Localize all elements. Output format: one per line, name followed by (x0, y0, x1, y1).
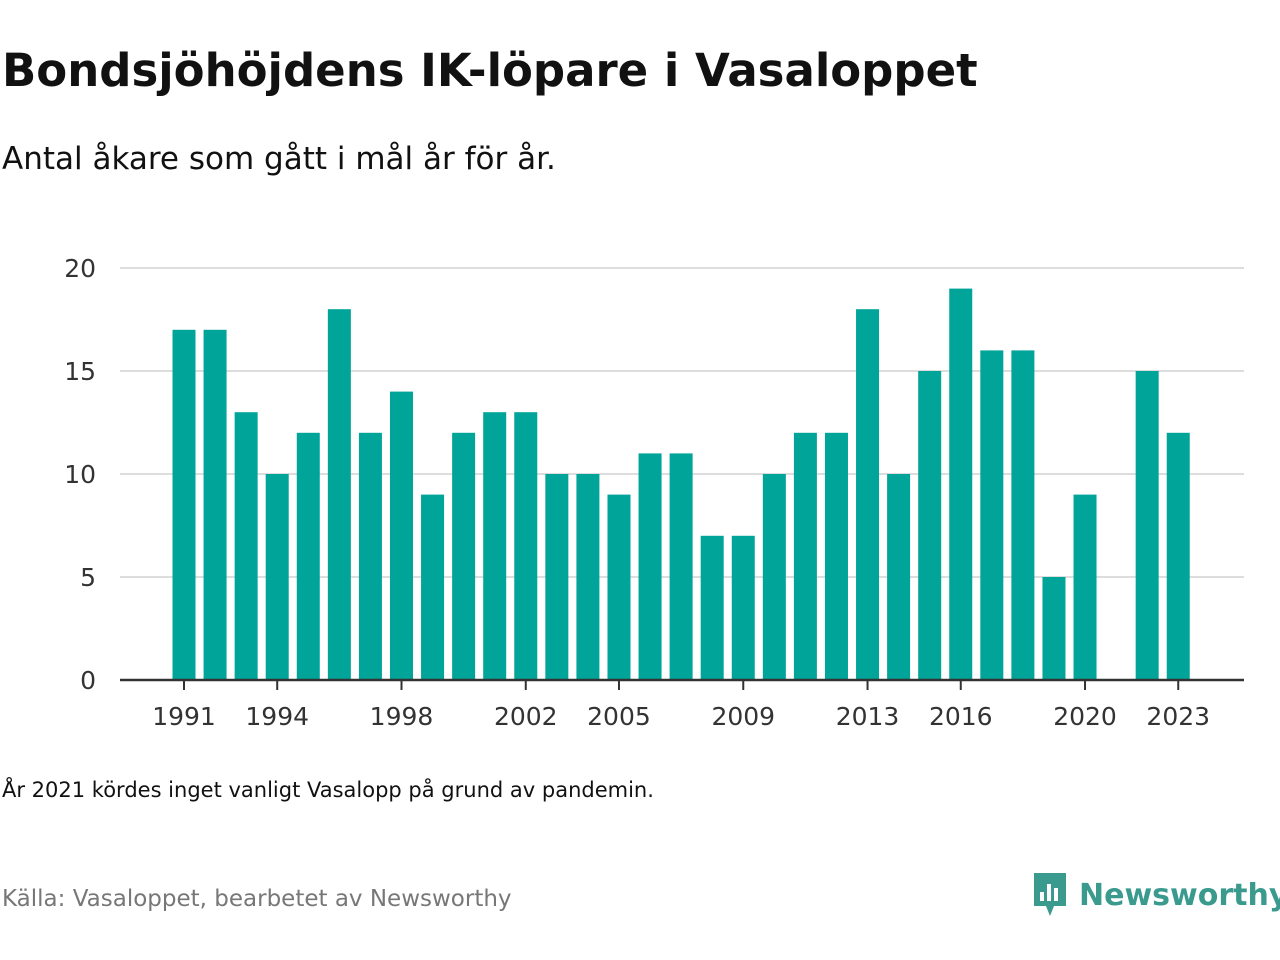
bar (265, 474, 289, 680)
x-tick-label: 2013 (836, 702, 900, 731)
axes: 0 5 10 15 20 1991 1994 1998 2002 2005 2009 2013 2016… (64, 254, 1244, 731)
brand-name: Newsworthy (1079, 877, 1280, 913)
y-tick-label: 5 (80, 563, 96, 592)
bar (1073, 494, 1097, 680)
bar (514, 412, 538, 680)
chart-subtitle: Antal åkare som gått i mål år för år. (2, 141, 556, 177)
bar (483, 412, 507, 680)
bar-chart: 0 5 10 15 20 1991 1994 1998 2002 2005 2009 2013 2016… (64, 254, 1244, 731)
bar (234, 412, 258, 680)
source-credit: Källa: Vasaloppet, bearbetet av Newswort… (2, 886, 512, 912)
bar (203, 329, 227, 680)
x-tick-label: 2020 (1053, 702, 1117, 731)
bar (980, 350, 1004, 680)
y-tick-label: 15 (64, 357, 96, 386)
bar (856, 309, 880, 680)
bar (1135, 371, 1159, 680)
bar (576, 474, 600, 680)
bar (669, 453, 693, 680)
bar (296, 432, 320, 680)
bar (607, 494, 631, 680)
bar (421, 494, 445, 680)
bar (389, 391, 413, 680)
y-tick-label: 0 (80, 666, 96, 695)
bar (731, 535, 755, 680)
y-tick-label: 20 (64, 254, 96, 283)
x-tick-label: 2002 (494, 702, 558, 731)
bar (762, 474, 786, 680)
x-tick-label: 2016 (929, 702, 993, 731)
x-tick-label: 1991 (152, 702, 216, 731)
bar (824, 432, 848, 680)
x-tick-label: 2009 (711, 702, 775, 731)
x-tick-label: 1994 (245, 702, 309, 731)
x-tick-label: 1998 (370, 702, 434, 731)
brand-logo: Newsworthy (1031, 870, 1280, 920)
bar (700, 535, 724, 680)
chart-title: Bondsjöhöjdens IK-löpare i Vasaloppet (2, 44, 978, 97)
bar (887, 474, 911, 680)
bar (327, 309, 351, 680)
bar (452, 432, 476, 680)
bar (638, 453, 662, 680)
footnote: År 2021 kördes inget vanligt Vasalopp på… (2, 778, 654, 802)
newsworthy-logo-icon (1034, 873, 1066, 916)
bar (1011, 350, 1035, 680)
y-tick-label: 10 (64, 460, 96, 489)
bar (545, 474, 569, 680)
x-tick-label: 2023 (1146, 702, 1210, 731)
bar (793, 432, 817, 680)
bar (949, 288, 973, 680)
bar (1166, 432, 1190, 680)
x-tick-label: 2005 (587, 702, 651, 731)
bars (172, 288, 1190, 680)
bar (1042, 577, 1066, 680)
bar (918, 371, 942, 680)
bar (172, 329, 196, 680)
bar (358, 432, 382, 680)
